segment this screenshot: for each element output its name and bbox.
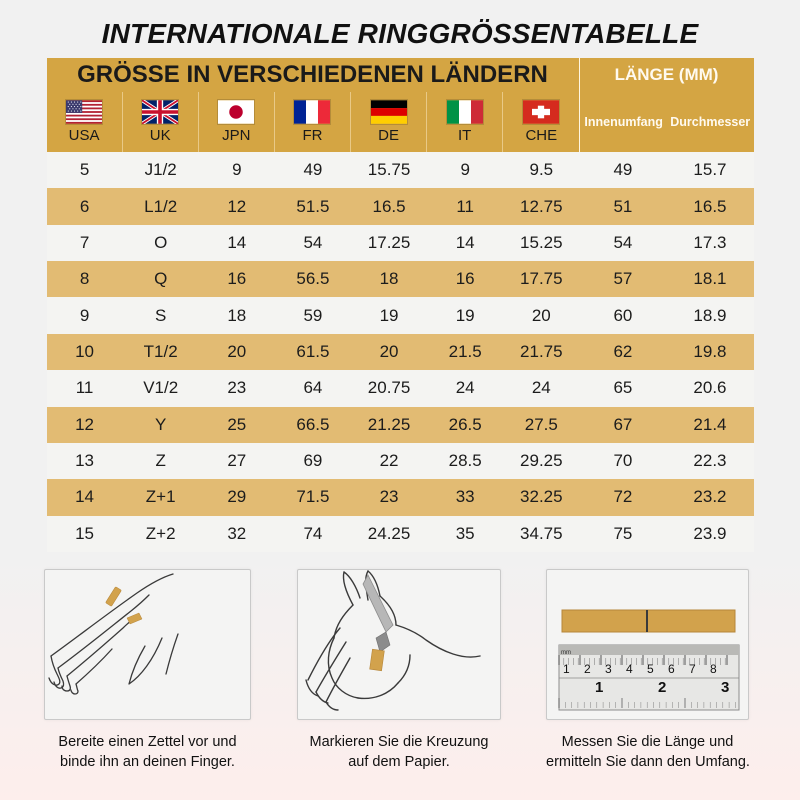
svg-text:2: 2 — [584, 662, 591, 676]
svg-text:1: 1 — [563, 662, 570, 676]
svg-text:8: 8 — [710, 662, 717, 676]
svg-text:4: 4 — [626, 662, 633, 676]
svg-text:6: 6 — [668, 662, 675, 676]
svg-text:2: 2 — [658, 679, 666, 696]
svg-text:1: 1 — [595, 679, 603, 696]
svg-text:mm: mm — [561, 650, 571, 656]
svg-text:3: 3 — [605, 662, 612, 676]
svg-text:5: 5 — [647, 662, 654, 676]
svg-text:3: 3 — [721, 679, 729, 696]
svg-text:7: 7 — [689, 662, 696, 676]
